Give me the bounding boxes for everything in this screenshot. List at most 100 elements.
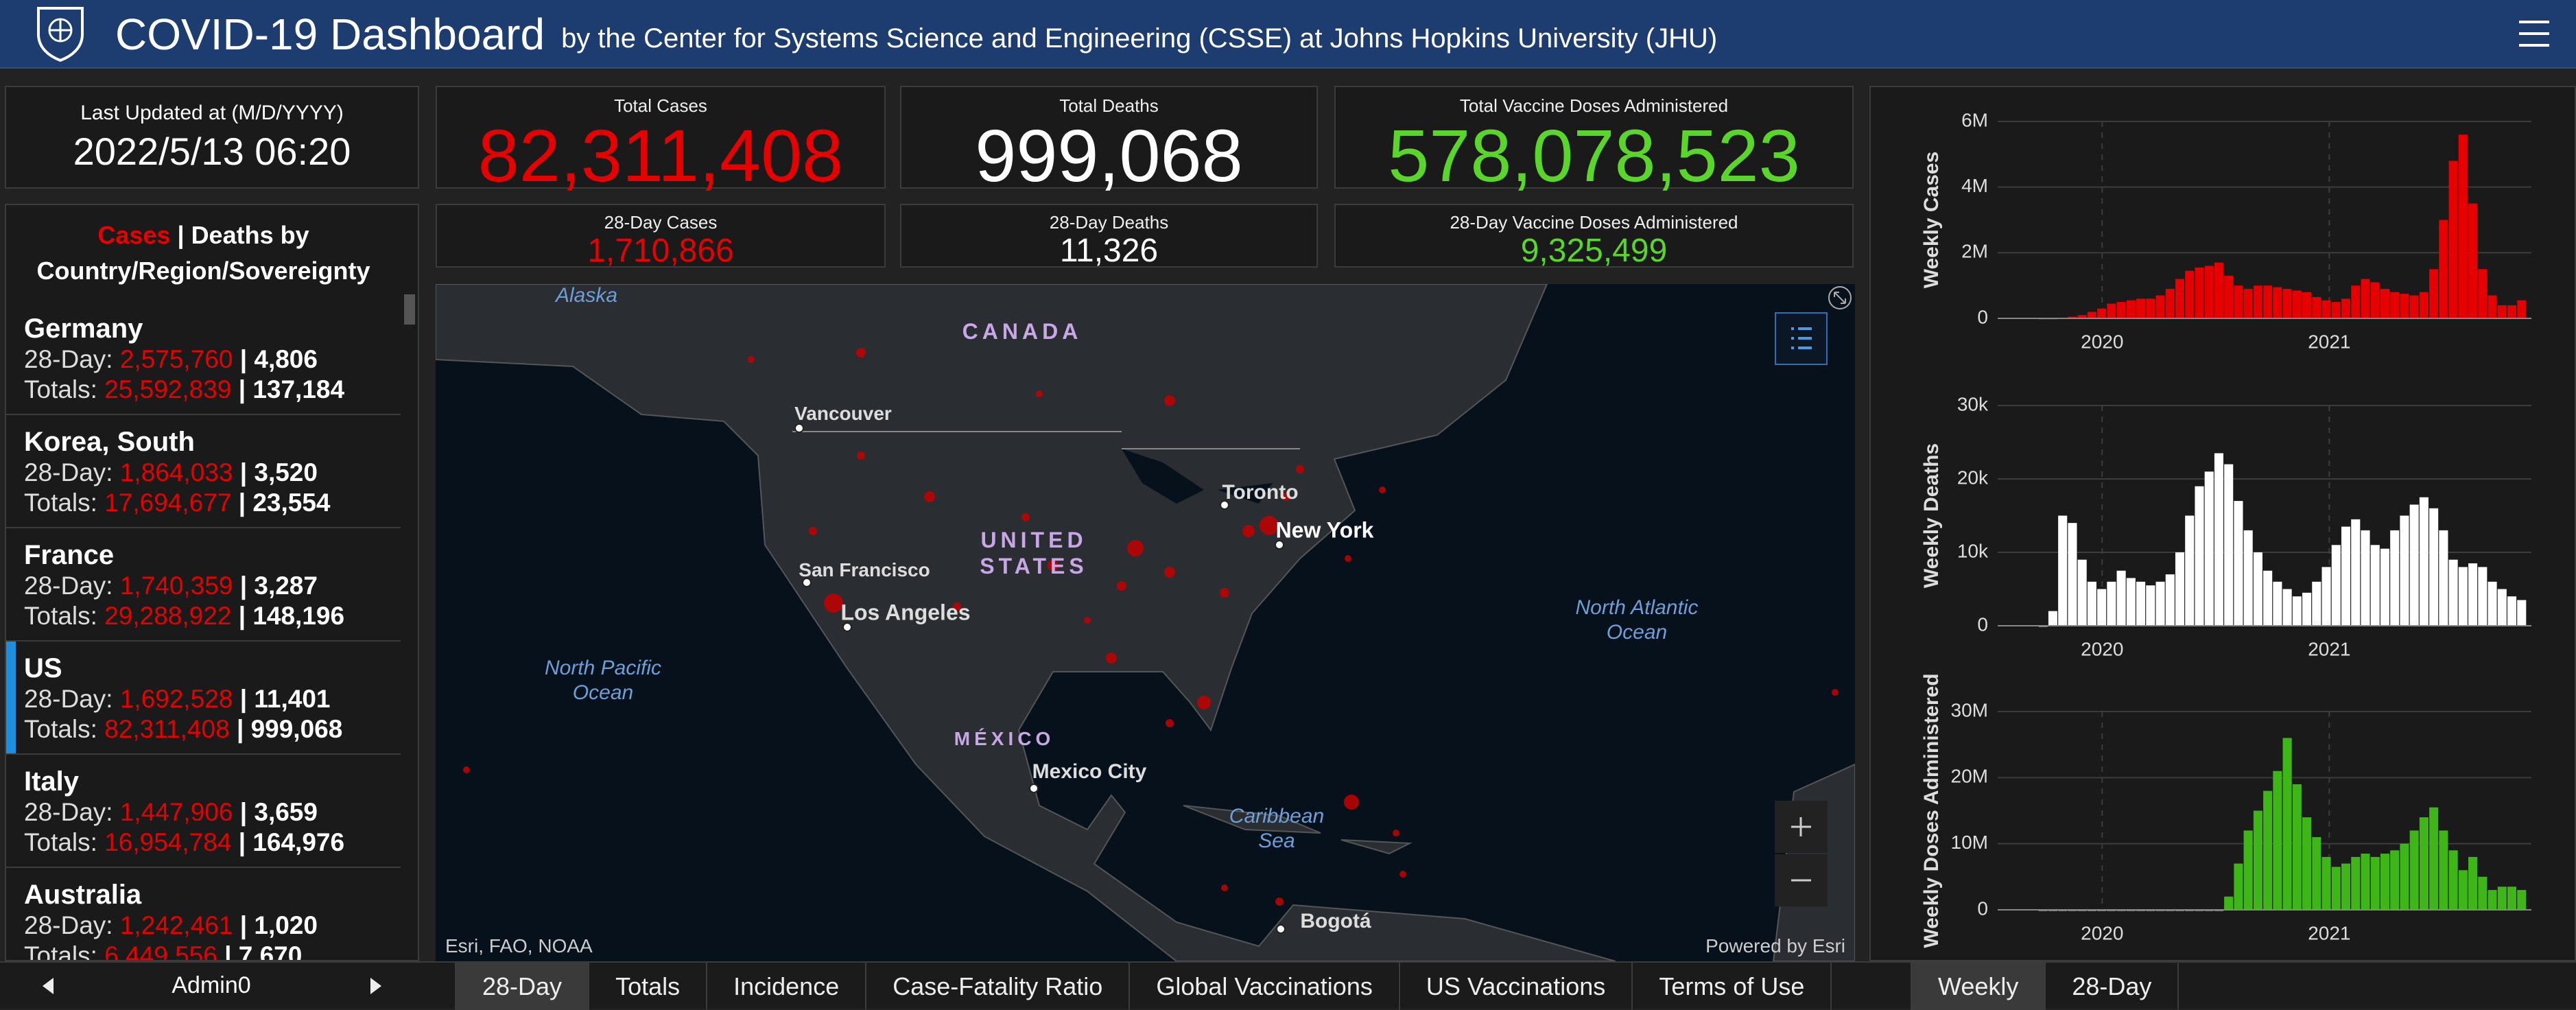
- country-row[interactable]: Germany 28-Day: 2,575,760 | 4,806 Totals: …: [6, 302, 401, 415]
- total-value: 999,068: [975, 114, 1243, 197]
- tab[interactable]: Global Vaccinations: [1130, 963, 1400, 1010]
- bar: [2224, 275, 2234, 318]
- map-label: North Atlantic Ocean: [1575, 596, 1699, 644]
- bar: [2419, 292, 2429, 318]
- zoom-controls[interactable]: [1775, 801, 1828, 906]
- tab[interactable]: Weekly: [1912, 963, 2046, 1010]
- bar: [2380, 854, 2390, 910]
- tab[interactable]: Terms of Use: [1633, 963, 1832, 1010]
- tab[interactable]: 28-Day: [2046, 963, 2179, 1010]
- separator: |: [224, 941, 232, 961]
- list-header-rest: Deaths by Country/Region/Sovereignty: [36, 221, 370, 285]
- tab[interactable]: US Vaccinations: [1400, 963, 1633, 1010]
- rolling-label: 28-Day Vaccine Doses Administered: [1450, 212, 1738, 233]
- line-label: 28-Day:: [24, 572, 113, 600]
- charts: 0 2M 4M 6M 2020 2021 Weekly Cases 0 10k 20k 30k 202…: [1920, 109, 2531, 948]
- deaths-value: 7,670: [238, 941, 303, 961]
- bar: [2478, 269, 2488, 318]
- map-label: CANADA: [962, 319, 1083, 344]
- y-tick-label: 6M: [1961, 109, 1988, 130]
- bar: [2439, 830, 2448, 910]
- scrollbar[interactable]: [404, 294, 415, 325]
- bar: [2448, 161, 2458, 318]
- city-dots: [794, 423, 1286, 934]
- bar: [2116, 570, 2126, 626]
- bar: [2361, 279, 2370, 318]
- bar: [2448, 559, 2458, 626]
- legend-button[interactable]: [1775, 312, 1828, 365]
- expand-button[interactable]: [1826, 284, 1854, 312]
- tab[interactable]: Totals: [589, 963, 708, 1010]
- rolling-box: 28-Day Vaccine Doses Administered 9,325,4…: [1334, 204, 1854, 269]
- tab[interactable]: Incidence: [707, 963, 867, 1010]
- prev-button[interactable]: [40, 976, 56, 996]
- total-box: Total Cases 82,311,408: [436, 86, 886, 194]
- menu-button[interactable]: [2518, 19, 2551, 48]
- bar: [2351, 285, 2361, 318]
- bar: [2243, 830, 2253, 910]
- bar: [2214, 453, 2224, 626]
- bar: [2185, 515, 2195, 626]
- map-label: UNITED STATES: [980, 528, 1088, 578]
- bar: [2497, 305, 2507, 318]
- map-label: North Pacific Ocean: [544, 657, 662, 704]
- bar: [2468, 203, 2478, 318]
- bar: [2302, 817, 2312, 910]
- bar: [2497, 886, 2507, 910]
- bar: [2165, 574, 2175, 626]
- country-line: 28-Day: 1,864,033 | 3,520: [24, 458, 401, 488]
- x-tick-label: 2021: [2308, 638, 2350, 659]
- cases-value: 82,311,408: [104, 715, 230, 743]
- bar: [2409, 295, 2419, 318]
- bar: [2185, 270, 2195, 318]
- x-tick-label: 2020: [2081, 638, 2123, 659]
- tab[interactable]: 28-Day: [456, 963, 590, 1010]
- bar: [2370, 282, 2380, 318]
- cases-value: 16,954,784: [104, 828, 232, 856]
- deaths-value: 164,976: [252, 828, 345, 856]
- country-row[interactable]: France 28-Day: 1,740,359 | 3,287 Totals: 2…: [6, 528, 401, 642]
- bar: [2195, 267, 2204, 318]
- map-label: San Francisco: [799, 559, 930, 580]
- bar: [2224, 896, 2234, 910]
- bar: [2331, 302, 2341, 318]
- map-label: Vancouver: [794, 403, 892, 424]
- country-name: US: [24, 653, 62, 683]
- bar: [2292, 290, 2302, 318]
- country-line: 28-Day: 1,242,461 | 1,020: [24, 911, 401, 941]
- bar: [2468, 563, 2478, 626]
- country-line: Totals: 29,288,922 | 148,196: [24, 601, 401, 631]
- bar: [2087, 312, 2096, 318]
- country-row[interactable]: US 28-Day: 1,692,528 | 11,401 Totals: 82,3…: [6, 642, 401, 755]
- country-row[interactable]: Australia 28-Day: 1,242,461 | 1,020 Totals…: [6, 868, 401, 961]
- bar: [2146, 298, 2155, 318]
- country-row[interactable]: Korea, South 28-Day: 1,864,033 | 3,520 Tot…: [6, 415, 401, 528]
- country-name: Korea, South: [24, 427, 195, 457]
- subtitle: by the Center for Systems Science and En…: [561, 23, 1718, 54]
- bar: [2439, 530, 2448, 626]
- bar: [2292, 596, 2302, 626]
- bar: [2107, 581, 2116, 626]
- bar: [2243, 530, 2253, 626]
- bar: [2390, 292, 2400, 318]
- cases-value: 25,592,839: [104, 375, 232, 403]
- country-row[interactable]: Italy 28-Day: 1,447,906 | 3,659 Totals: 16…: [6, 755, 401, 868]
- separator: |: [239, 572, 248, 600]
- country-line: Totals: 25,592,839 | 137,184: [24, 375, 401, 405]
- cases-value: 1,740,359: [119, 572, 233, 600]
- y-tick-label: 20M: [1951, 766, 1988, 787]
- rows: Germany 28-Day: 2,575,760 | 4,806 Totals: …: [6, 302, 401, 961]
- separator: |: [239, 911, 248, 939]
- bar: [2312, 581, 2321, 626]
- map[interactable]: Alaska CANADA Vancouver Toronto New York…: [436, 284, 1855, 961]
- line-label: 28-Day:: [24, 911, 113, 939]
- separator: |: [236, 715, 244, 743]
- next-button[interactable]: [368, 976, 384, 996]
- separator: |: [239, 345, 248, 373]
- list-header-sep: |: [177, 221, 185, 249]
- bar: [2429, 269, 2439, 318]
- tab[interactable]: Case-Fatality Ratio: [866, 963, 1131, 1010]
- bar: [2458, 567, 2468, 626]
